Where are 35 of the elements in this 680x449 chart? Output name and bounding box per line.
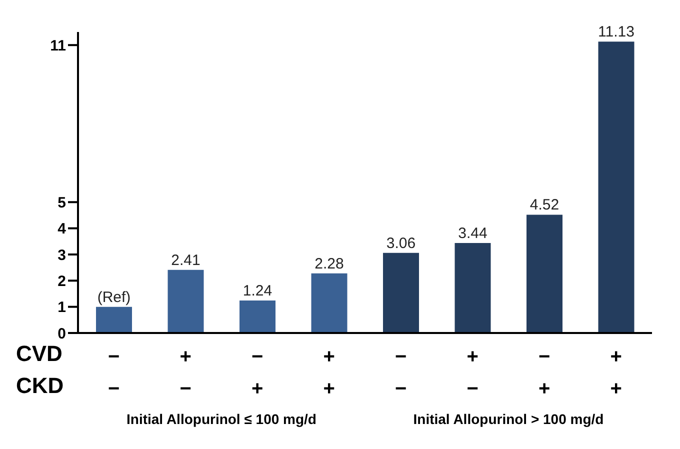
y-tick-label: 0	[58, 325, 66, 342]
y-tick-label: 3	[58, 246, 66, 264]
bar	[526, 214, 562, 333]
data-label: (Ref)	[97, 288, 131, 306]
x-tick-label: + −	[466, 346, 478, 400]
data-label: 3.06	[386, 234, 416, 252]
x-tick-label: + −	[180, 346, 192, 400]
data-label: 2.28	[314, 255, 344, 272]
x-tick-label: + +	[610, 346, 622, 400]
text: CVD	[16, 341, 62, 367]
y-tick-label: 2	[58, 272, 66, 290]
bar	[240, 300, 276, 333]
x-tick-label: − −	[108, 346, 120, 400]
y-tick-label: 4	[58, 220, 67, 238]
x-tick-label: − −	[395, 346, 407, 400]
x-tick-label: − +	[252, 346, 264, 400]
data-label: 3.44	[458, 224, 488, 242]
y-tick-label: 5	[58, 194, 66, 212]
bar	[598, 42, 634, 333]
bar	[96, 306, 132, 333]
bar	[311, 273, 348, 333]
bar	[454, 242, 491, 333]
text: Initial Allopurinol ≤ 100 mg/d	[126, 411, 318, 427]
data-label: 11.13	[598, 24, 634, 41]
text: Initial Allopurinol > 100 mg/d	[412, 411, 605, 427]
y-tick-label: 1	[58, 299, 66, 316]
x-tick-label: − +	[538, 346, 550, 400]
data-label: 4.52	[530, 196, 560, 214]
bar	[168, 270, 204, 333]
text: CKD	[16, 373, 64, 399]
data-label: 2.41	[171, 252, 200, 269]
data-label: 1.24	[242, 282, 272, 300]
bar	[383, 252, 419, 333]
y-tick-label: 11	[50, 37, 66, 54]
x-tick-label: + +	[323, 346, 335, 400]
